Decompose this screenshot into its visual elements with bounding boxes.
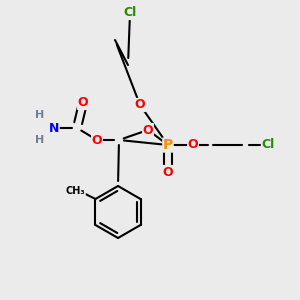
Text: H: H [35,110,45,120]
Text: O: O [188,139,198,152]
Text: O: O [92,134,102,146]
Text: Cl: Cl [261,139,274,152]
Text: CH₃: CH₃ [66,186,85,196]
Text: P: P [163,138,173,152]
Text: N: N [49,122,59,134]
Text: Cl: Cl [123,7,136,20]
Text: H: H [35,135,45,145]
Text: O: O [135,98,145,112]
Text: O: O [163,166,173,178]
Text: O: O [143,124,153,136]
Text: O: O [78,97,88,110]
